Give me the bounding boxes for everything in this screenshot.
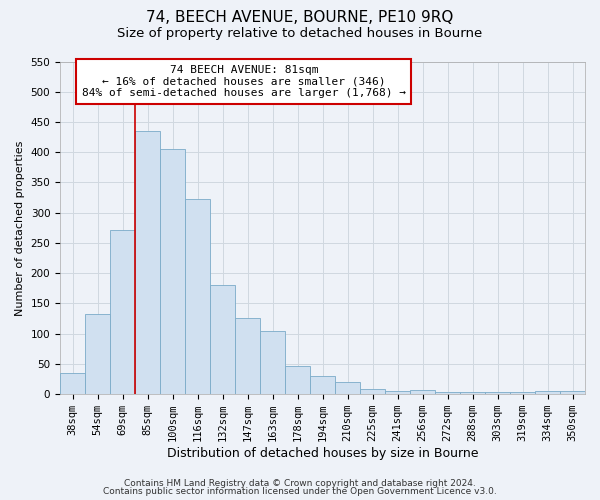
Bar: [560, 391, 585, 394]
Bar: [235, 318, 260, 394]
Bar: [460, 392, 485, 394]
Bar: [435, 392, 460, 394]
Bar: [260, 332, 285, 394]
Bar: [285, 366, 310, 394]
Text: 74 BEECH AVENUE: 81sqm
← 16% of detached houses are smaller (346)
84% of semi-de: 74 BEECH AVENUE: 81sqm ← 16% of detached…: [82, 65, 406, 98]
Text: 74, BEECH AVENUE, BOURNE, PE10 9RQ: 74, BEECH AVENUE, BOURNE, PE10 9RQ: [146, 10, 454, 25]
Bar: [60, 373, 85, 394]
Bar: [210, 284, 235, 394]
Bar: [160, 149, 185, 394]
Bar: [135, 131, 160, 394]
Bar: [485, 392, 510, 394]
X-axis label: Distribution of detached houses by size in Bourne: Distribution of detached houses by size …: [167, 447, 478, 460]
Bar: [185, 199, 210, 394]
Bar: [335, 382, 360, 394]
Text: Contains HM Land Registry data © Crown copyright and database right 2024.: Contains HM Land Registry data © Crown c…: [124, 478, 476, 488]
Bar: [535, 391, 560, 394]
Bar: [110, 230, 135, 394]
Text: Contains public sector information licensed under the Open Government Licence v3: Contains public sector information licen…: [103, 487, 497, 496]
Bar: [510, 392, 535, 394]
Bar: [385, 391, 410, 394]
Y-axis label: Number of detached properties: Number of detached properties: [15, 140, 25, 316]
Bar: [85, 314, 110, 394]
Bar: [410, 390, 435, 394]
Bar: [360, 390, 385, 394]
Bar: [310, 376, 335, 394]
Text: Size of property relative to detached houses in Bourne: Size of property relative to detached ho…: [118, 28, 482, 40]
